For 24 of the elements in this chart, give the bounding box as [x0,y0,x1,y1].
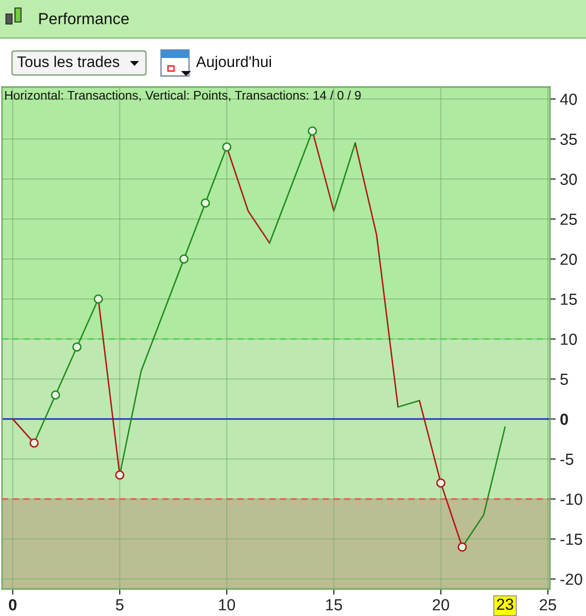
y-tick-label: 5 [560,374,568,385]
text: 23 [496,598,514,610]
x-tick-label: 10 [219,599,236,610]
x-tick-label: 0 [8,599,16,610]
y-tick-label: -20 [560,574,582,585]
y-tick-label: -10 [560,494,582,505]
y-tick-label: 40 [560,94,577,105]
y-tick-label: 35 [560,134,577,145]
y-tick-label: -15 [560,534,582,545]
text: Tous les trades [17,56,120,68]
y-tick-label: 10 [560,334,577,345]
chart-title: Performance [39,12,129,24]
text: Aujourd'hui [196,56,271,70]
chart-subtitle: Horizontal: Transactions, Vertical: Points, Transactions: 14 / 0 / 9 [5,90,361,102]
y-tick-label: 15 [560,294,577,305]
y-tick-label: 25 [560,214,577,225]
y-tick-label: 20 [560,254,577,265]
y-tick-label: -5 [560,454,574,465]
y-tick-label: 30 [560,174,577,185]
x-tick-label: 5 [116,599,124,610]
x-tick-label: 25 [540,599,556,610]
x-tick-label: 20 [432,599,450,610]
y-tick-label: 0 [560,414,568,425]
x-tick-label: 15 [326,599,342,610]
